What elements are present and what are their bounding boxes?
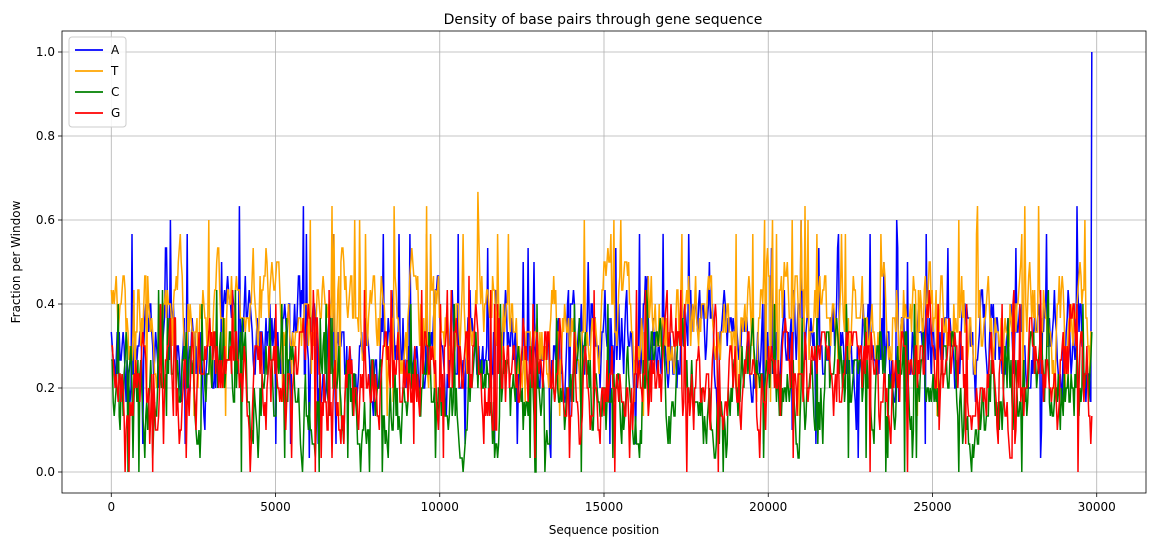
series-line-a xyxy=(110,51,1093,459)
x-tick-label: 10000 xyxy=(421,500,459,514)
y-tick-label: 0.8 xyxy=(36,129,55,143)
series-line-g xyxy=(111,275,1093,473)
x-axis-label: Sequence position xyxy=(549,523,660,537)
x-tick-label: 20000 xyxy=(749,500,787,514)
chart-title: Density of base pairs through gene seque… xyxy=(444,12,763,28)
series-layer xyxy=(110,51,1093,473)
x-tick-label: 5000 xyxy=(260,500,291,514)
y-tick-label: 0.2 xyxy=(36,381,55,395)
series-line-t xyxy=(110,191,1092,417)
x-tick-label: 0 xyxy=(107,500,115,514)
x-tick-label: 15000 xyxy=(585,500,623,514)
y-axis-label: Fraction per Window xyxy=(9,200,23,323)
ticks: 0 5000 10000 15000 20000 25000 30000 0.0 0.2 0.4 0… xyxy=(36,45,1116,514)
y-tick-label: 1.0 xyxy=(36,45,55,59)
x-tick-label: 25000 xyxy=(913,500,951,514)
series-line-c xyxy=(111,289,1093,473)
legend-label-t: T xyxy=(110,64,119,78)
y-tick-label: 0.6 xyxy=(36,213,55,227)
x-tick-label: 30000 xyxy=(1078,500,1116,514)
legend-label-g: G xyxy=(111,106,120,120)
legend-label-a: A xyxy=(111,43,120,57)
legend-box xyxy=(68,36,127,128)
legend-label-c: C xyxy=(111,85,119,99)
y-tick-label: 0.0 xyxy=(36,465,55,479)
y-tick-label: 0.4 xyxy=(36,297,55,311)
